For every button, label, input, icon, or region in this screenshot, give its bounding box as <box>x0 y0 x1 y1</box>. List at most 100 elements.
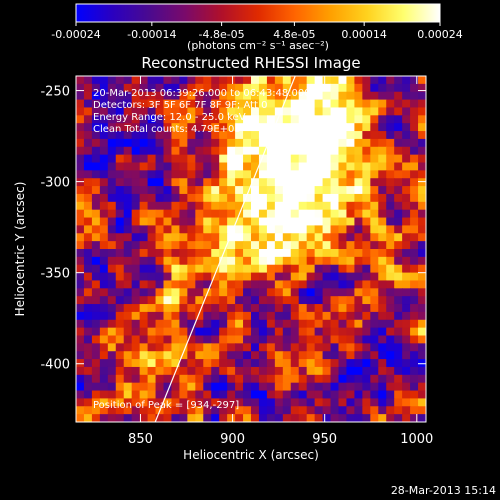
heatmap-cell <box>338 241 348 250</box>
heatmap-cell <box>362 366 371 376</box>
heatmap-cell <box>227 209 236 219</box>
heatmap-cell <box>338 225 348 234</box>
heatmap-cell <box>338 170 348 179</box>
heatmap-cell <box>155 280 165 289</box>
heatmap-cell <box>115 256 125 266</box>
heatmap-cell <box>83 225 93 234</box>
heatmap-cell <box>227 288 236 297</box>
heatmap-cell <box>338 83 348 93</box>
heatmap-cell <box>107 335 117 344</box>
heatmap-cell <box>290 201 300 211</box>
heatmap-cell <box>418 351 426 360</box>
heatmap-cell <box>203 311 212 321</box>
heatmap-cell <box>211 288 220 297</box>
heatmap-cell <box>195 374 204 384</box>
heatmap-cell <box>203 162 212 171</box>
heatmap-cell <box>330 327 340 337</box>
heatmap-cell <box>362 99 371 109</box>
heatmap-cell <box>394 272 403 282</box>
heatmap-cell <box>179 351 188 360</box>
heatmap-cell <box>266 359 276 368</box>
heatmap-cell <box>290 233 300 242</box>
heatmap-cell <box>251 296 260 305</box>
heatmap-cell <box>163 131 173 140</box>
heatmap-cell <box>171 115 180 124</box>
heatmap-cell <box>91 304 101 313</box>
heatmap-cell <box>123 154 133 164</box>
heatmap-cell <box>298 351 308 360</box>
heatmap-cell <box>163 374 173 384</box>
heatmap-cell <box>115 76 125 85</box>
heatmap-cell <box>195 359 204 368</box>
heatmap-cell <box>378 225 387 234</box>
heatmap-cell <box>123 272 133 282</box>
heatmap-cell <box>346 241 355 250</box>
heatmap-cell <box>131 264 141 274</box>
heatmap-cell <box>418 288 426 297</box>
heatmap-cell <box>418 217 426 227</box>
heatmap-cell <box>282 249 292 258</box>
heatmap-cell <box>418 233 426 242</box>
heatmap-cell <box>282 366 292 376</box>
heatmap-cell <box>139 319 149 329</box>
heatmap-cell <box>251 374 260 384</box>
heatmap-cell <box>211 335 220 344</box>
heatmap-cell <box>187 178 196 187</box>
heatmap-cell <box>306 186 316 195</box>
heatmap-cell <box>251 91 260 101</box>
heatmap-cell <box>123 374 133 384</box>
heatmap-cell <box>251 99 260 109</box>
heatmap-cell <box>354 304 363 313</box>
heatmap-cell <box>107 83 117 93</box>
heatmap-cell <box>227 343 236 352</box>
heatmap-cell <box>362 170 371 179</box>
heatmap-cell <box>290 288 300 297</box>
heatmap-cell <box>76 249 85 258</box>
heatmap-cell <box>195 272 204 282</box>
heatmap-cell <box>290 304 300 313</box>
heatmap-cell <box>147 304 157 313</box>
heatmap-cell <box>91 272 101 282</box>
heatmap-cell <box>394 131 403 140</box>
heatmap-cell <box>274 414 284 422</box>
heatmap-cell <box>282 264 292 274</box>
heatmap-cell <box>386 76 395 85</box>
x-axis-label: Heliocentric X (arcsec) <box>183 448 319 462</box>
heatmap-cell <box>394 351 403 360</box>
heatmap-cell <box>410 296 419 305</box>
heatmap-cell <box>418 414 426 422</box>
heatmap-cell <box>76 256 85 266</box>
heatmap-cell <box>258 366 268 376</box>
heatmap-cell <box>187 76 196 85</box>
heatmap-cell <box>123 115 133 124</box>
heatmap-cell <box>394 319 403 329</box>
heatmap-cell <box>354 154 363 164</box>
heatmap-cell <box>354 193 363 203</box>
heatmap-cell <box>131 201 141 211</box>
heatmap-cell <box>394 390 403 400</box>
heatmap-cell <box>99 398 109 407</box>
heatmap-cell <box>394 241 403 250</box>
heatmap-cell <box>211 154 220 164</box>
heatmap-cell <box>338 311 348 321</box>
heatmap-cell <box>322 241 332 250</box>
heatmap-cell <box>243 359 252 368</box>
heatmap-cell <box>139 288 149 297</box>
heatmap-cell <box>163 233 173 242</box>
heatmap-cell <box>195 343 204 352</box>
heatmap-cell <box>211 162 220 171</box>
heatmap-cell <box>115 351 125 360</box>
heatmap-cell <box>266 154 276 164</box>
heatmap-cell <box>179 233 188 242</box>
heatmap-cell <box>314 241 324 250</box>
heatmap-cell <box>179 311 188 321</box>
heatmap-cell <box>227 296 236 305</box>
heatmap-cell <box>171 217 180 227</box>
heatmap-cell <box>370 272 379 282</box>
heatmap-cell <box>394 311 403 321</box>
heatmap-cell <box>76 115 85 124</box>
heatmap-cell <box>266 162 276 171</box>
heatmap-cell <box>171 146 180 156</box>
heatmap-cell <box>123 382 133 392</box>
heatmap-cell <box>298 296 308 305</box>
